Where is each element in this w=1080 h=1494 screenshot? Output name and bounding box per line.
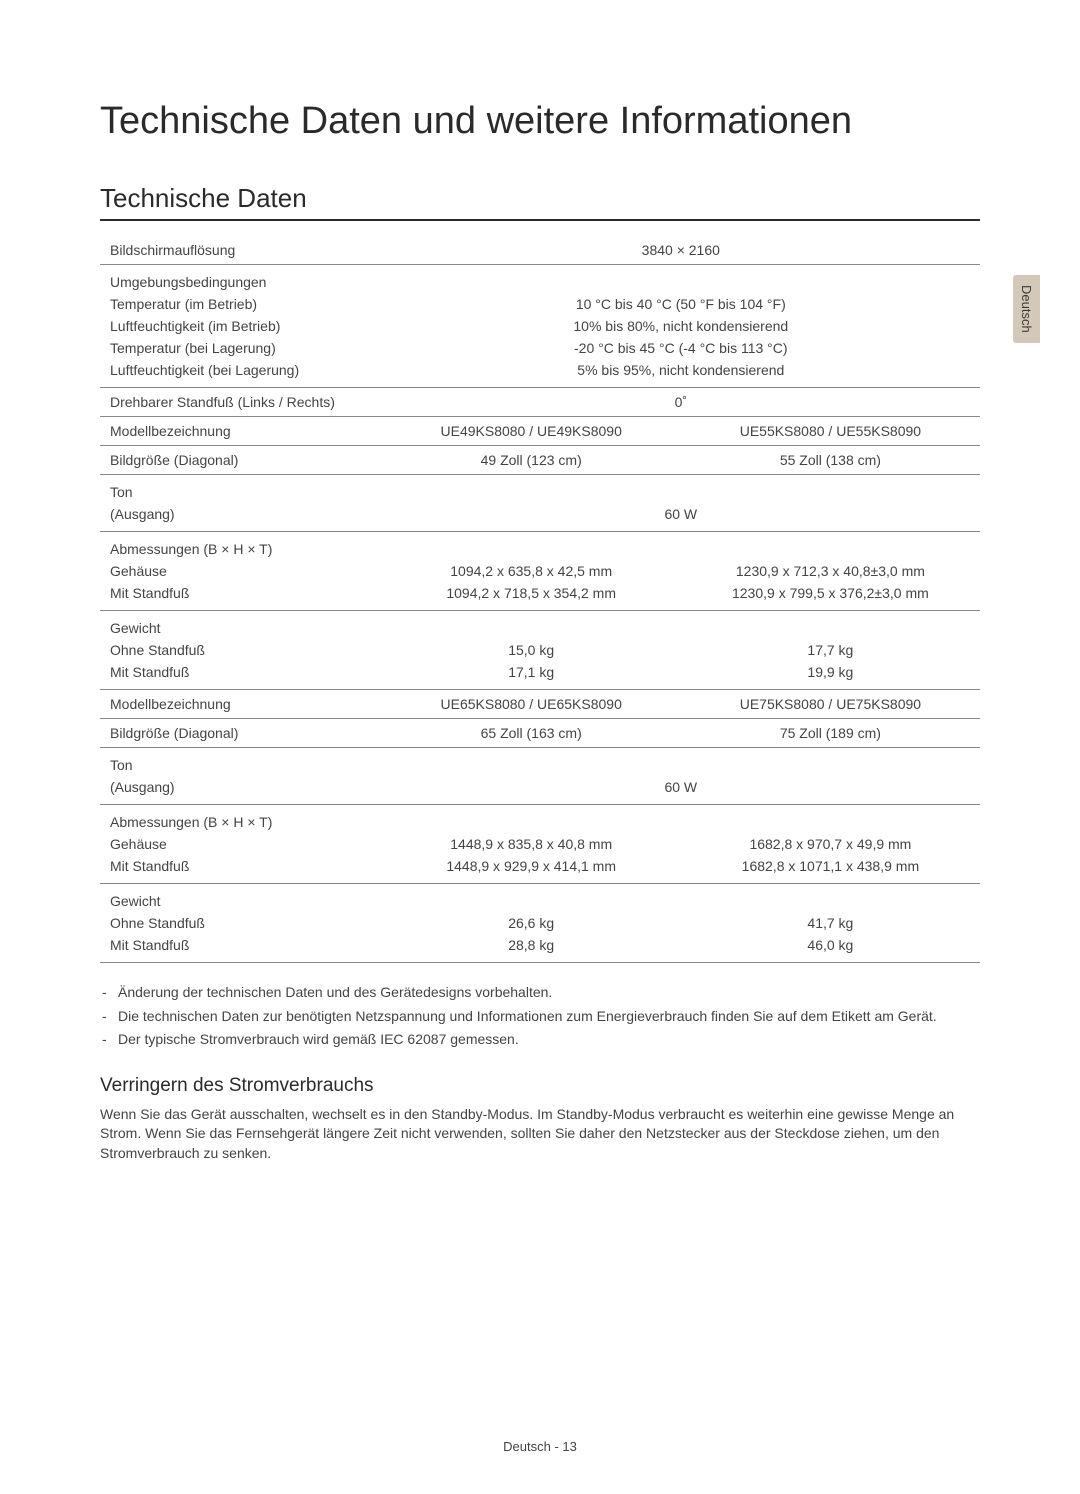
table-row: Bildschirmauflösung 3840 × 2160	[100, 236, 980, 265]
spec-label: Gewicht Ohne Standfuß Mit Standfuß	[100, 884, 382, 963]
spec-value: 26,6 kg 28,8 kg	[382, 884, 681, 963]
spec-value: UE65KS8080 / UE65KS8090	[382, 690, 681, 719]
spec-value: 15,0 kg 17,1 kg	[382, 611, 681, 690]
spec-label: Modellbezeichnung	[100, 690, 382, 719]
table-row: Abmessungen (B × H × T) Gehäuse Mit Stan…	[100, 532, 980, 611]
spec-value: 0˚	[382, 388, 980, 417]
table-row: Ton (Ausgang) 60 W	[100, 748, 980, 805]
spec-value: 60 W	[382, 748, 980, 805]
note-item: Der typische Stromverbrauch wird gemäß I…	[100, 1030, 980, 1050]
spec-value: 1230,9 x 712,3 x 40,8±3,0 mm 1230,9 x 79…	[681, 532, 980, 611]
spec-value: 49 Zoll (123 cm)	[382, 446, 681, 475]
page-title: Technische Daten und weitere Information…	[100, 100, 980, 143]
language-tab: Deutsch	[1013, 275, 1040, 343]
spec-label: Drehbarer Standfuß (Links / Rechts)	[100, 388, 382, 417]
spec-value: 1094,2 x 635,8 x 42,5 mm 1094,2 x 718,5 …	[382, 532, 681, 611]
specs-table: Bildschirmauflösung 3840 × 2160 Umgebung…	[100, 236, 980, 963]
table-row: Bildgröße (Diagonal) 65 Zoll (163 cm) 75…	[100, 719, 980, 748]
spec-value: 1682,8 x 970,7 x 49,9 mm 1682,8 x 1071,1…	[681, 805, 980, 884]
spec-label: Gewicht Ohne Standfuß Mit Standfuß	[100, 611, 382, 690]
page-footer: Deutsch - 13	[0, 1439, 1080, 1454]
spec-label: Bildgröße (Diagonal)	[100, 446, 382, 475]
spec-label: Bildgröße (Diagonal)	[100, 719, 382, 748]
spec-value: 1448,9 x 835,8 x 40,8 mm 1448,9 x 929,9 …	[382, 805, 681, 884]
table-row: Bildgröße (Diagonal) 49 Zoll (123 cm) 55…	[100, 446, 980, 475]
spec-label: Ton (Ausgang)	[100, 475, 382, 532]
spec-value: 3840 × 2160	[382, 236, 980, 265]
spec-label: Bildschirmauflösung	[100, 236, 382, 265]
spec-label: Umgebungsbedingungen Temperatur (im Betr…	[100, 265, 382, 388]
note-item: Änderung der technischen Daten und des G…	[100, 983, 980, 1003]
table-row: Drehbarer Standfuß (Links / Rechts) 0˚	[100, 388, 980, 417]
section-heading-power: Verringern des Stromverbrauchs	[100, 1075, 980, 1097]
spec-label: Modellbezeichnung	[100, 417, 382, 446]
spec-value: 60 W	[382, 475, 980, 532]
power-text: Wenn Sie das Gerät ausschalten, wechselt…	[100, 1105, 980, 1164]
spec-value: 10 °C bis 40 °C (50 °F bis 104 °F) 10% b…	[382, 265, 980, 388]
spec-value: 75 Zoll (189 cm)	[681, 719, 980, 748]
table-row: Modellbezeichnung UE65KS8080 / UE65KS809…	[100, 690, 980, 719]
spec-label: Abmessungen (B × H × T) Gehäuse Mit Stan…	[100, 805, 382, 884]
spec-label: Ton (Ausgang)	[100, 748, 382, 805]
spec-value: 55 Zoll (138 cm)	[681, 446, 980, 475]
spec-label: Abmessungen (B × H × T) Gehäuse Mit Stan…	[100, 532, 382, 611]
table-row: Umgebungsbedingungen Temperatur (im Betr…	[100, 265, 980, 388]
spec-value: 65 Zoll (163 cm)	[382, 719, 681, 748]
spec-value: UE55KS8080 / UE55KS8090	[681, 417, 980, 446]
note-item: Die technischen Daten zur benötigten Net…	[100, 1007, 980, 1027]
notes-list: Änderung der technischen Daten und des G…	[100, 983, 980, 1050]
spec-value: 17,7 kg 19,9 kg	[681, 611, 980, 690]
spec-value: UE75KS8080 / UE75KS8090	[681, 690, 980, 719]
spec-value: UE49KS8080 / UE49KS8090	[382, 417, 681, 446]
table-row: Gewicht Ohne Standfuß Mit Standfuß 15,0 …	[100, 611, 980, 690]
table-row: Ton (Ausgang) 60 W	[100, 475, 980, 532]
table-row: Abmessungen (B × H × T) Gehäuse Mit Stan…	[100, 805, 980, 884]
table-row: Modellbezeichnung UE49KS8080 / UE49KS809…	[100, 417, 980, 446]
table-row: Gewicht Ohne Standfuß Mit Standfuß 26,6 …	[100, 884, 980, 963]
spec-value: 41,7 kg 46,0 kg	[681, 884, 980, 963]
section-heading-specs: Technische Daten	[100, 183, 980, 221]
